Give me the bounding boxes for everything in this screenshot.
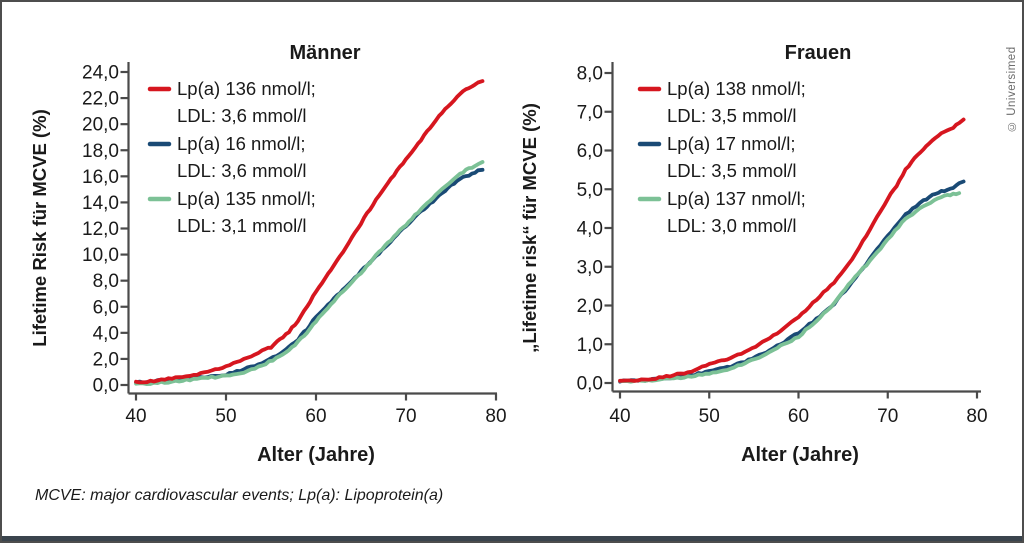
y-tick-label: 6,0 xyxy=(577,141,603,162)
x-tick-label: 60 xyxy=(788,406,809,427)
legend-label-line2: LDL: 3,5 mmol/l xyxy=(667,160,797,181)
x-axis-label: Alter (Jahre) xyxy=(257,444,375,466)
chart-title: Frauen xyxy=(785,42,852,64)
legend-label-line2: LDL: 3,6 mmol/l xyxy=(177,160,307,181)
y-tick-label: 5,0 xyxy=(577,180,603,201)
x-tick-label: 70 xyxy=(877,406,898,427)
y-tick-label: 1,0 xyxy=(577,335,603,356)
legend-label-line1: Lp(a) 138 nmol/l; xyxy=(667,78,806,99)
abbreviation-footnote: MCVE: major cardiovascular events; Lp(a)… xyxy=(35,487,444,504)
copyright-credit: © Universimed xyxy=(1006,46,1018,132)
y-tick-label: 14,0 xyxy=(82,193,119,214)
y-tick-label: 2,0 xyxy=(577,296,603,317)
x-tick-label: 80 xyxy=(485,406,506,427)
y-tick-label: 18,0 xyxy=(82,141,119,162)
footer-accent-bar xyxy=(2,536,1022,541)
legend-label-line1: Lp(a) 137 nmol/l; xyxy=(667,188,806,209)
y-tick-label: 6,0 xyxy=(93,297,119,318)
y-tick-label: 12,0 xyxy=(82,219,119,240)
axes xyxy=(120,62,498,401)
legend: Lp(a) 138 nmol/l; LDL: 3,5 mmol/l Lp(a) 17… xyxy=(637,78,806,236)
y-tick-label: 20,0 xyxy=(82,115,119,136)
x-tick-label: 50 xyxy=(215,406,236,427)
x-tick-label: 80 xyxy=(966,406,987,427)
y-tick-label: 0,0 xyxy=(93,376,119,397)
y-tick-label: 0,0 xyxy=(577,374,603,395)
legend-label-line2: LDL: 3,6 mmol/l xyxy=(177,105,307,126)
legend-label-line2: LDL: 3,0 mmol/l xyxy=(667,215,797,236)
legend: Lp(a) 136 nmol/l; LDL: 3,6 mmol/l Lp(a) 16… xyxy=(147,78,316,236)
y-tick-label: 8,0 xyxy=(577,64,603,85)
legend-label-line1: Lp(a) 136 nmol/l; xyxy=(177,78,316,99)
legend-label-line1: Lp(a) 135 nmol/l; xyxy=(177,188,316,209)
series-line-blue xyxy=(618,179,966,384)
legend-label-line2: LDL: 3,1 mmol/l xyxy=(177,215,307,236)
y-tick-label: 10,0 xyxy=(82,245,119,266)
y-axis-label: „Lifetime risk“ für MCVE (%) xyxy=(519,103,540,353)
x-tick-label: 40 xyxy=(125,406,146,427)
x-tick-label: 70 xyxy=(395,406,416,427)
x-tick-label: 60 xyxy=(305,406,326,427)
y-tick-label: 22,0 xyxy=(82,89,119,110)
panel-maenner: Männer Lifetime Risk für MCVE (%) Alter (J… xyxy=(29,42,507,466)
y-tick-label: 8,0 xyxy=(93,271,119,292)
y-tick-label: 16,0 xyxy=(82,167,119,188)
series-line-green xyxy=(134,160,485,387)
chart-title: Männer xyxy=(289,42,360,64)
panel-frauen: Frauen „Lifetime risk“ für MCVE (%) Alter … xyxy=(519,42,988,466)
series-line-red xyxy=(618,117,966,383)
y-tick-label: 4,0 xyxy=(577,219,603,240)
legend-label-line2: LDL: 3,5 mmol/l xyxy=(667,105,797,126)
y-axis-label: Lifetime Risk für MCVE (%) xyxy=(29,109,50,346)
x-tick-label: 40 xyxy=(609,406,630,427)
legend-label-line1: Lp(a) 16 nmol/l; xyxy=(177,133,306,154)
y-tick-label: 7,0 xyxy=(577,102,603,123)
x-axis-label: Alter (Jahre) xyxy=(741,444,859,466)
x-tick-label: 50 xyxy=(699,406,720,427)
y-tick-label: 2,0 xyxy=(93,349,119,370)
y-tick-label: 3,0 xyxy=(577,257,603,278)
y-tick-label: 4,0 xyxy=(93,323,119,344)
series-line-green xyxy=(618,191,962,384)
y-tick-label: 24,0 xyxy=(82,63,119,84)
axes xyxy=(604,62,981,399)
legend-label-line1: Lp(a) 17 nmol/l; xyxy=(667,133,796,154)
series-line-red xyxy=(134,79,485,385)
